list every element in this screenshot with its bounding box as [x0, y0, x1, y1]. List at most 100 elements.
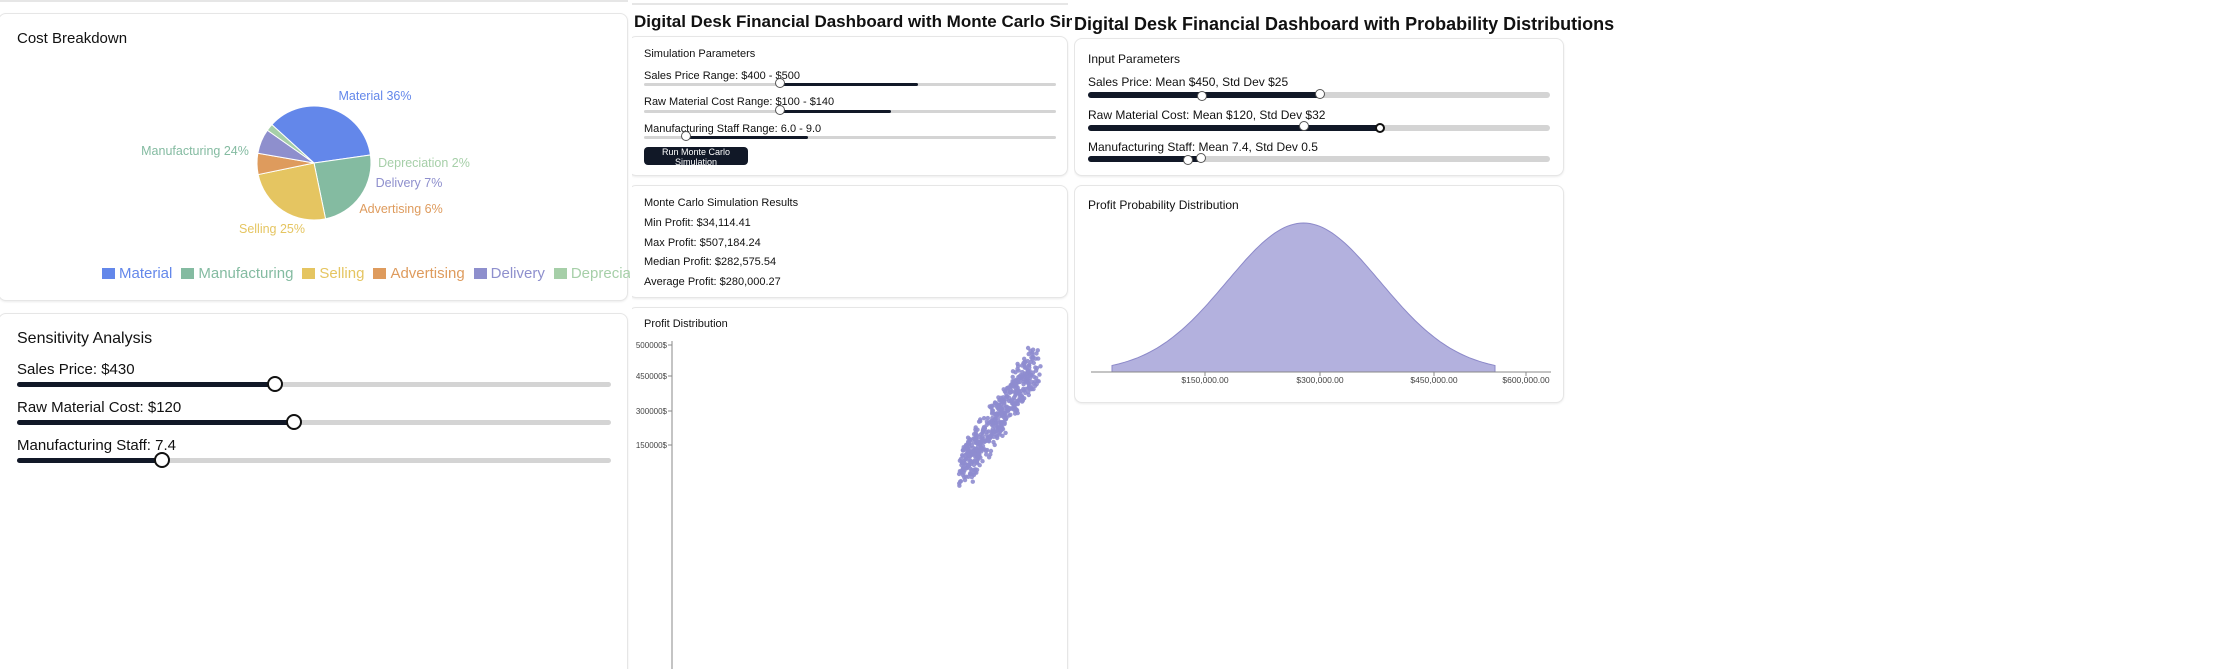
scatter-point [1017, 395, 1022, 400]
manufacturing-staff-label: Manufacturing Staff: 7.4 [17, 437, 176, 454]
pie-slice-selling [257, 162, 327, 221]
scatter-point [1012, 408, 1017, 413]
slider-min-thumb[interactable] [681, 131, 691, 141]
scatter-point [960, 454, 965, 459]
y-tick-label: 300000$ [636, 407, 668, 416]
legend-item-selling[interactable]: Selling [302, 265, 364, 282]
legend-swatch [373, 268, 387, 279]
scatter-point [976, 419, 982, 424]
pie-label-manufacturing: Manufacturing 24% [141, 144, 249, 158]
scatter-point [1023, 359, 1028, 365]
scatter-point [1017, 379, 1023, 385]
scatter-point [1006, 398, 1012, 404]
legend-item-delivery[interactable]: Delivery [473, 265, 545, 282]
std-thumb[interactable] [1197, 91, 1207, 101]
raw-range-label: Raw Material Cost Range: $100 - $140 [644, 96, 835, 108]
cost-breakdown-title: Cost Breakdown [17, 30, 128, 47]
scatter-point [1035, 348, 1040, 353]
y-tick-label: 450000$ [636, 372, 668, 381]
scatter-point [1029, 379, 1034, 385]
mean-thumb[interactable] [1299, 121, 1309, 131]
slider-track[interactable] [17, 458, 611, 463]
staff-dist-label: Manufacturing Staff: Mean 7.4, Std Dev 0… [1088, 140, 1318, 154]
scatter-point [983, 439, 988, 444]
scatter-point [1030, 352, 1035, 357]
std-thumb[interactable] [1183, 155, 1193, 165]
scatter-point [1028, 384, 1034, 389]
raw-dist-label: Raw Material Cost: Mean $120, Std Dev $3… [1088, 108, 1326, 122]
scatter-point [979, 439, 985, 444]
top-divider [632, 3, 1068, 5]
scatter-point [1015, 361, 1020, 367]
scatter-point [1034, 365, 1040, 371]
x-tick-label: $600,000.00 [1502, 375, 1550, 385]
scatter-point [969, 452, 974, 458]
scatter-point [1026, 392, 1031, 398]
slider-min-thumb[interactable] [775, 78, 785, 88]
legend-item-depreciation[interactable]: Depreciation [553, 265, 630, 282]
slider-track[interactable] [17, 420, 611, 425]
scatter-point [971, 440, 977, 445]
scatter-point [984, 452, 989, 457]
pie-label-material: Material 36% [339, 89, 412, 103]
cost-breakdown-pie-chart: Material 36% Manufacturing 24% Selling 25%… [141, 89, 470, 236]
legend-item-manufacturing[interactable]: Manufacturing [181, 265, 293, 282]
scatter-point [973, 427, 978, 432]
run-simulation-button[interactable]: Run Monte Carlo Simulation [644, 147, 748, 167]
std-thumb[interactable] [1375, 123, 1385, 133]
min-profit: Min Profit: $34,114.41 [644, 217, 751, 229]
scatter-point [982, 425, 988, 430]
scatter-point [963, 474, 969, 479]
scatter-point [988, 448, 994, 454]
scatter-point [960, 448, 966, 453]
raw-material-label: Raw Material Cost: $120 [17, 399, 182, 416]
average-profit: Average Profit: $280,000.27 [644, 276, 781, 288]
scatter-point [994, 413, 999, 418]
scatter-point [1022, 371, 1027, 376]
legend-label: Manufacturing [198, 265, 294, 282]
legend-label: Delivery [490, 265, 545, 282]
scatter-point [989, 432, 994, 437]
left-column: Cost Breakdown Material 36% Manufacturing… [0, 0, 630, 669]
profit-probability-title: Profit Probability Distribution [1088, 198, 1239, 212]
slider-min-thumb[interactable] [775, 105, 785, 115]
scatter-point [997, 432, 1002, 437]
slider-thumb[interactable] [286, 414, 302, 430]
scatter-point [1012, 411, 1018, 416]
y-tick-label: 500000$ [636, 341, 668, 350]
scatter-point [970, 479, 975, 484]
scatter-point [981, 416, 987, 421]
pie-label-delivery: Delivery 7% [376, 176, 443, 190]
scatter-point [1001, 395, 1006, 400]
scatter-point [967, 444, 972, 450]
sales-price-label: Sales Price: $430 [17, 361, 135, 378]
scatter-point [993, 417, 998, 422]
pie-legend: Material Manufacturing Selling Advertising D… [102, 265, 630, 284]
scatter-point [997, 405, 1002, 411]
y-tick-label: 150000$ [636, 441, 668, 450]
slider-track[interactable] [644, 136, 1056, 139]
x-tick-label: $450,000.00 [1410, 375, 1458, 385]
scatter-point [1038, 364, 1043, 369]
legend-item-advertising[interactable]: Advertising [373, 265, 465, 282]
mean-thumb[interactable] [1315, 89, 1325, 99]
slider-fill [17, 420, 294, 425]
legend-item-material[interactable]: Material [102, 265, 172, 282]
scatter-point [963, 457, 968, 462]
x-tick-label: $150,000.00 [1181, 375, 1229, 385]
slider-range-fill [688, 136, 808, 139]
scatter-point [974, 446, 979, 451]
profit-distribution-scatter: 500000$ 450000$ 300000$ 150000$ [636, 341, 1043, 669]
scatter-point [1022, 363, 1027, 369]
slider-thumb[interactable] [267, 376, 283, 392]
pie-slice-depreciation [266, 123, 315, 164]
mean-thumb[interactable] [1196, 153, 1206, 163]
legend-label: Material [119, 265, 173, 282]
legend-label: Advertising [390, 265, 465, 282]
scatter-point [1018, 373, 1023, 378]
slider-thumb[interactable] [154, 452, 170, 468]
slider-track[interactable] [1088, 156, 1550, 162]
slider-track[interactable] [17, 382, 611, 387]
sales-range-label: Sales Price Range: $400 - $500 [644, 70, 800, 82]
scatter-point [979, 445, 984, 451]
